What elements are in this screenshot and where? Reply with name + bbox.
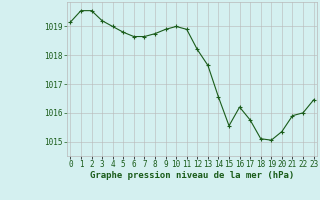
X-axis label: Graphe pression niveau de la mer (hPa): Graphe pression niveau de la mer (hPa) [90, 171, 294, 180]
